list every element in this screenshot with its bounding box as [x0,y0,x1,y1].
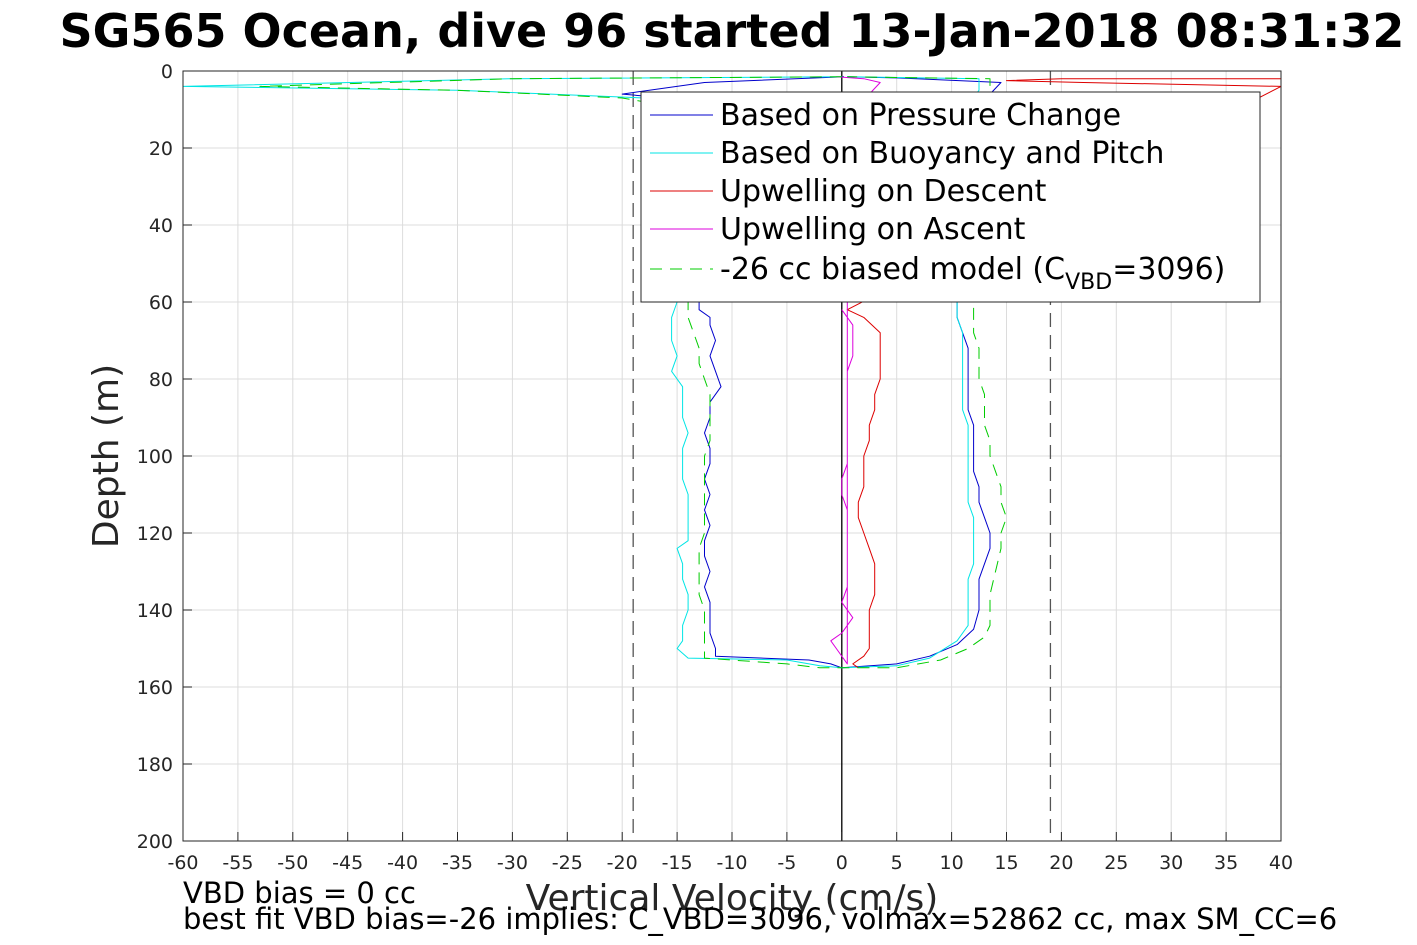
x-tick-label: 0 [836,852,848,874]
legend-model-prefix: -26 cc biased model (C [720,252,1065,287]
y-tick-label: 160 [137,677,173,699]
y-axis-label: Depth (m) [86,364,127,548]
x-tick-label: -50 [277,852,308,874]
x-tick-label: 20 [1049,852,1073,874]
x-tick-label: -35 [442,852,473,874]
legend: Based on Pressure Change Based on Buoyan… [640,91,1261,303]
axis-ticks: -60 -55 -50 -45 -40 -35 -30 -25 -20 -15 -10 -5 0 5 10 1… [137,61,1293,874]
x-tick-label: -55 [222,852,253,874]
series-line-4 [259,76,1007,669]
x-tick-label: -10 [716,852,747,874]
y-tick-label: 40 [149,215,173,237]
chart-title: SG565 Ocean, dive 96 started 13-Jan-2018… [60,4,1405,58]
x-tick-label: 15 [994,852,1018,874]
y-tick-label: 200 [137,831,173,853]
y-tick-label: 20 [149,138,173,160]
x-tick-label: 30 [1159,852,1183,874]
legend-model-subscript: VBD [1065,270,1112,295]
legend-model-suffix: =3096) [1112,252,1225,287]
series-line-1 [182,76,980,669]
annotation-best-fit: best fit VBD bias=-26 implies: C_VBD=309… [183,902,1337,936]
x-tick-label: -60 [167,852,198,874]
x-tick-label: -25 [552,852,583,874]
legend-box [640,91,1261,303]
y-tick-label: 140 [137,600,173,622]
y-tick-label: 80 [149,369,173,391]
y-tick-label: 180 [137,754,173,776]
x-tick-label: 5 [891,852,903,874]
legend-label-ascent: Upwelling on Ascent [720,212,1026,247]
legend-label-model: -26 cc biased model (CVBD=3096) [720,252,1225,295]
x-tick-label: -15 [662,852,693,874]
x-tick-label: -20 [607,852,638,874]
x-tick-label: 25 [1104,852,1128,874]
series-line-0 [621,76,1002,669]
x-tick-label: 35 [1214,852,1238,874]
y-tick-label: 120 [137,523,173,545]
y-tick-label: 60 [149,292,173,314]
annotation-vbd-bias: VBD bias = 0 cc [183,876,416,910]
x-tick-label: -30 [497,852,528,874]
x-tick-label: 40 [1269,852,1293,874]
data-series [182,76,1282,669]
series-line-2 [846,78,1282,669]
x-axis-label: Vertical Velocity (cm/s) [526,878,939,919]
legend-label-pressure: Based on Pressure Change [720,98,1121,133]
x-tick-label: 10 [940,852,964,874]
y-tick-label: 0 [161,61,173,83]
x-tick-label: -40 [387,852,418,874]
x-tick-label: -45 [332,852,363,874]
x-tick-label: -5 [777,852,796,874]
y-tick-label: 100 [137,446,173,468]
legend-label-buoyancy: Based on Buoyancy and Pitch [720,136,1164,171]
legend-label-descent: Upwelling on Descent [720,174,1047,209]
